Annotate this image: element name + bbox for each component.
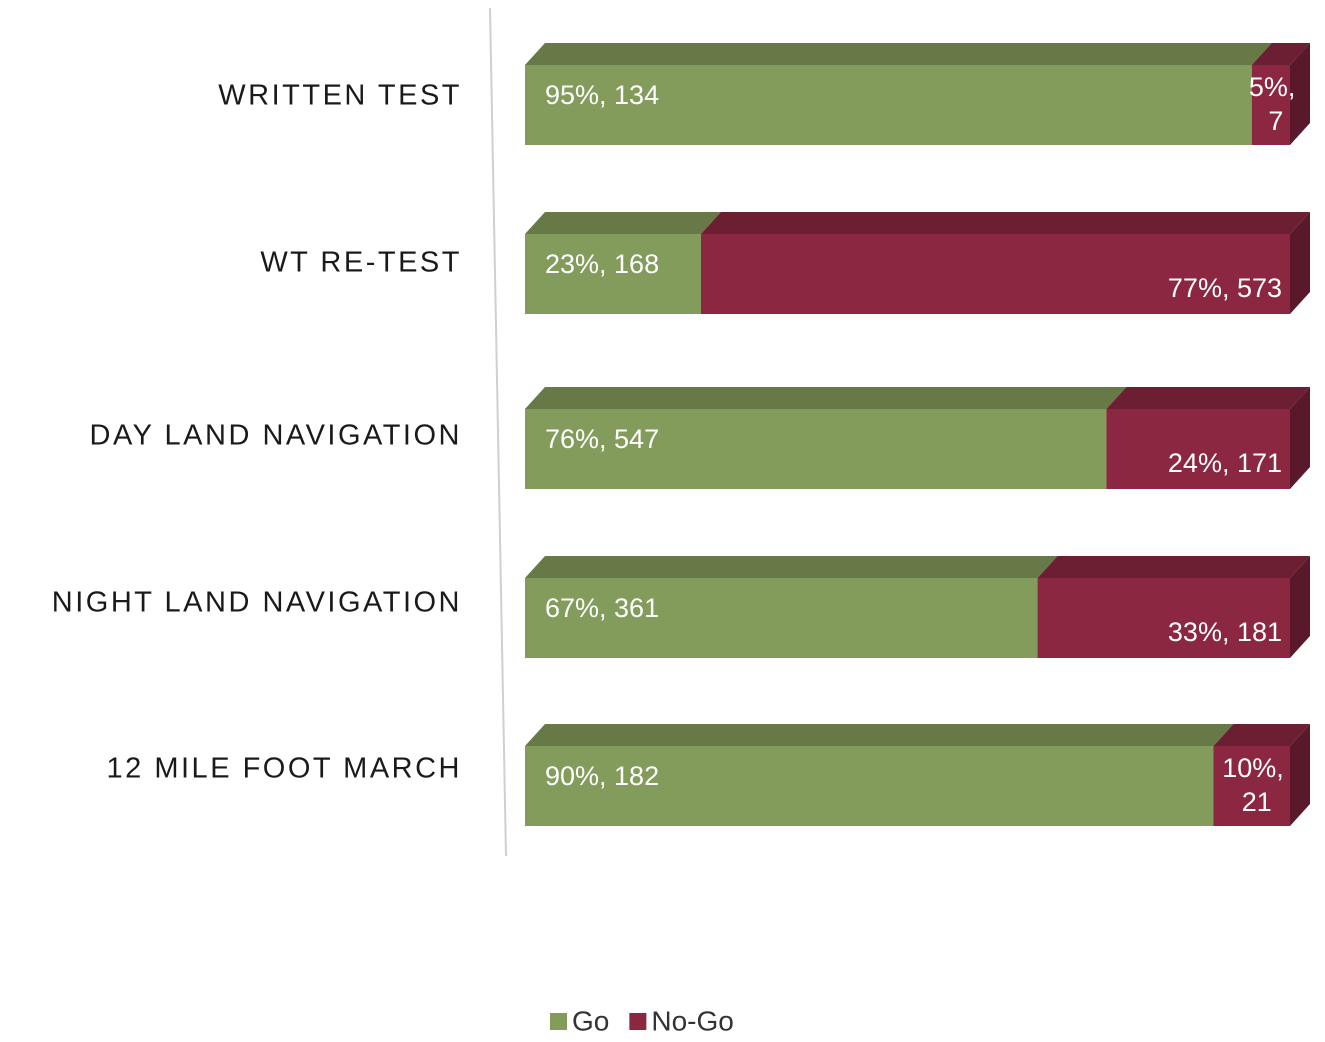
bar-side — [1290, 724, 1310, 826]
bar-front — [525, 234, 701, 314]
axis-line — [489, 7, 507, 857]
data-label: 5%, 7 — [1249, 72, 1303, 136]
bar-top — [700, 212, 1310, 234]
data-label: 76%, 547 — [545, 424, 659, 454]
bar-side — [1290, 43, 1310, 145]
data-label-line: 5%, — [1249, 72, 1303, 102]
bar-front — [525, 746, 1214, 826]
bar-segment — [525, 387, 1127, 489]
bar-segment — [525, 43, 1272, 145]
bar-top — [1213, 724, 1310, 746]
bar-top — [1251, 43, 1310, 65]
legend-swatch — [550, 1013, 567, 1030]
data-label: 24%, 171 — [1168, 448, 1282, 478]
legend-label: No-Go — [651, 1005, 733, 1036]
data-label: 67%, 361 — [545, 593, 659, 623]
bar-side — [1290, 387, 1310, 489]
bar-segment — [1213, 724, 1310, 826]
bar-front — [525, 409, 1107, 489]
bar-front — [1106, 409, 1290, 489]
data-label: 10%, 21 — [1222, 753, 1291, 817]
data-label: 33%, 181 — [1168, 617, 1282, 647]
data-label: 77%, 573 — [1168, 273, 1282, 303]
bar-top — [525, 212, 721, 234]
bar-front — [1251, 65, 1290, 145]
data-label-line: 21 — [1242, 787, 1272, 817]
bar-top — [525, 43, 1272, 65]
bar-segment — [1251, 43, 1310, 145]
data-label: 23%, 168 — [545, 249, 659, 279]
bar-segment — [525, 724, 1234, 826]
bar-top — [1037, 556, 1310, 578]
legend-swatch — [629, 1013, 647, 1030]
data-label-line: 10%, — [1222, 753, 1291, 783]
bar-top — [525, 724, 1234, 746]
data-label: 95%, 134 — [545, 80, 659, 110]
data-label: 90%, 182 — [545, 761, 659, 791]
bar-front — [1213, 746, 1290, 826]
bar-front — [525, 578, 1038, 658]
category-label: NIGHT LAND NAVIGATION — [52, 587, 462, 619]
category-label: WRITTEN TEST — [218, 80, 462, 112]
data-label-line: 7 — [1268, 106, 1283, 136]
bar-segment — [525, 556, 1058, 658]
category-label: DAY LAND NAVIGATION — [90, 420, 462, 452]
bar-front — [525, 65, 1252, 145]
bar-segment — [1106, 387, 1310, 489]
bar-front — [1037, 578, 1290, 658]
bar-segment — [1037, 556, 1310, 658]
bar-side — [1290, 556, 1310, 658]
bar-front — [700, 234, 1290, 314]
bar-top — [525, 387, 1127, 409]
bar-segment — [525, 212, 721, 314]
bar-top — [525, 556, 1058, 578]
bar-side — [1290, 212, 1310, 314]
category-label: WT RE-TEST — [260, 247, 462, 279]
category-label: 12 MILE FOOT MARCH — [107, 753, 462, 785]
bar-top — [1106, 387, 1310, 409]
bar-segment — [700, 212, 1310, 314]
legend-label: Go — [572, 1005, 609, 1036]
